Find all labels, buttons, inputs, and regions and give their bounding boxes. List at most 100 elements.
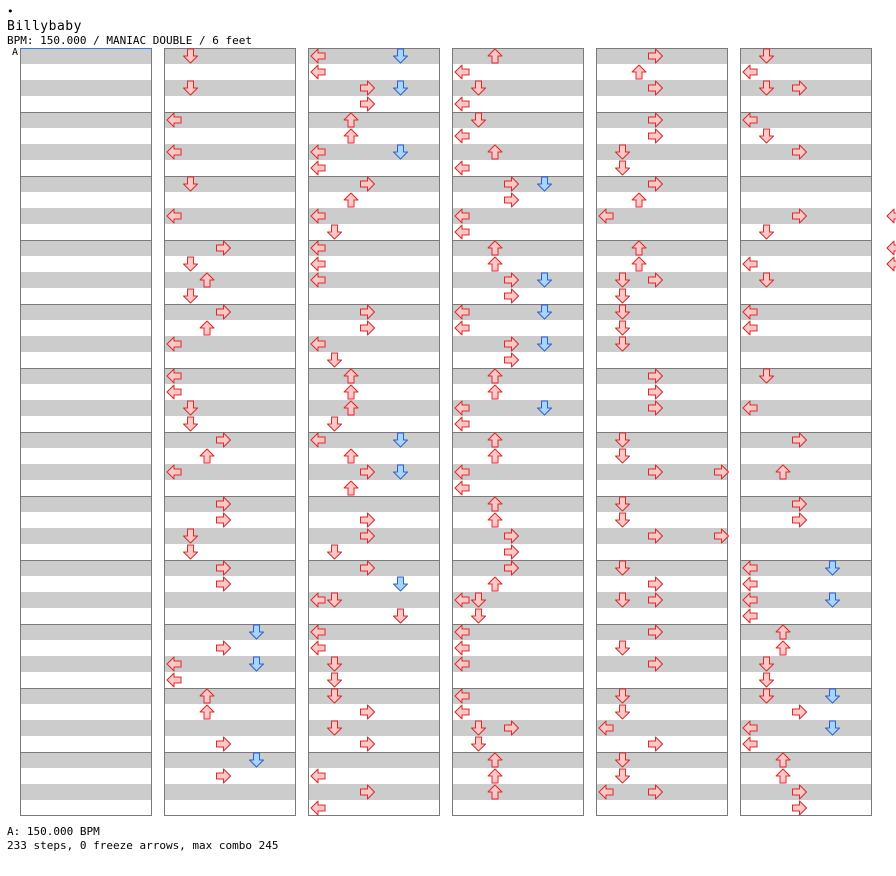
down-arrow-icon <box>537 304 552 320</box>
down-arrow-icon <box>615 560 630 576</box>
up-arrow-icon <box>775 768 791 784</box>
beat-band <box>20 432 152 448</box>
down-arrow-icon <box>327 672 342 688</box>
up-arrow-icon <box>487 576 503 592</box>
right-arrow-icon <box>504 528 519 544</box>
up-arrow-icon <box>487 240 503 256</box>
beat-band <box>740 656 872 672</box>
beat-band <box>164 400 296 416</box>
beat-band <box>740 720 872 736</box>
beat-band <box>308 144 440 160</box>
right-arrow-icon <box>648 368 663 384</box>
down-arrow-icon <box>183 176 198 192</box>
right-arrow-icon <box>504 544 519 560</box>
beat-band <box>308 688 440 704</box>
right-arrow-icon <box>792 512 807 528</box>
beat-band <box>452 304 584 320</box>
down-arrow-icon <box>825 560 840 576</box>
down-arrow-icon <box>327 656 342 672</box>
down-arrow-icon <box>759 368 774 384</box>
down-arrow-icon <box>393 48 408 64</box>
right-arrow-icon <box>360 96 375 112</box>
down-arrow-icon <box>615 640 630 656</box>
right-arrow-icon <box>792 496 807 512</box>
beat-band <box>164 656 296 672</box>
left-arrow-icon <box>454 704 470 720</box>
right-arrow-icon <box>504 192 519 208</box>
left-arrow-icon <box>310 640 326 656</box>
right-arrow-icon <box>360 512 375 528</box>
left-arrow-icon <box>454 304 470 320</box>
beat-band <box>20 688 152 704</box>
beat-band <box>596 560 728 576</box>
up-arrow-icon <box>487 432 503 448</box>
left-arrow-icon <box>310 48 326 64</box>
down-arrow-icon <box>759 224 774 240</box>
down-arrow-icon <box>759 672 774 688</box>
down-arrow-icon <box>759 656 774 672</box>
beat-band <box>164 784 296 800</box>
left-arrow-icon <box>454 400 470 416</box>
beat-band <box>740 560 872 576</box>
left-arrow-icon <box>454 320 470 336</box>
beat-band <box>740 592 872 608</box>
right-arrow-icon <box>216 496 231 512</box>
beat-band <box>164 176 296 192</box>
right-arrow-icon <box>648 384 663 400</box>
down-arrow-icon <box>759 688 774 704</box>
right-arrow-icon <box>360 320 375 336</box>
beat-band <box>164 688 296 704</box>
left-arrow-icon <box>742 256 758 272</box>
left-arrow-icon <box>166 112 182 128</box>
left-arrow-icon <box>310 64 326 80</box>
beat-band <box>20 176 152 192</box>
down-arrow-icon <box>183 544 198 560</box>
left-arrow-icon <box>742 320 758 336</box>
beat-band <box>452 80 584 96</box>
beat-band <box>164 144 296 160</box>
right-arrow-icon <box>216 560 231 576</box>
right-arrow-icon <box>360 784 375 800</box>
beat-band <box>740 176 872 192</box>
left-arrow-icon <box>166 384 182 400</box>
up-arrow-icon <box>487 752 503 768</box>
step-summary: 233 steps, 0 freeze arrows, max combo 24… <box>7 839 279 852</box>
beat-band <box>308 720 440 736</box>
beat-band <box>596 432 728 448</box>
left-arrow-icon <box>454 688 470 704</box>
right-arrow-icon <box>360 528 375 544</box>
right-arrow-icon <box>648 736 663 752</box>
left-arrow-icon <box>742 608 758 624</box>
beat-band <box>740 464 872 480</box>
up-arrow-icon <box>199 448 215 464</box>
left-arrow-icon <box>454 416 470 432</box>
right-arrow-icon <box>216 304 231 320</box>
beat-band <box>20 336 152 352</box>
beat-band <box>596 144 728 160</box>
beat-band <box>20 752 152 768</box>
right-arrow-icon <box>360 304 375 320</box>
left-arrow-icon <box>310 768 326 784</box>
beat-band <box>20 624 152 640</box>
right-arrow-icon <box>792 800 807 816</box>
beat-band <box>164 592 296 608</box>
header-dot: • <box>7 5 14 18</box>
down-arrow-icon <box>615 688 630 704</box>
down-arrow-icon <box>825 592 840 608</box>
right-arrow-icon <box>216 432 231 448</box>
left-arrow-icon <box>742 560 758 576</box>
beat-band <box>20 112 152 128</box>
right-arrow-icon <box>648 128 663 144</box>
up-arrow-icon <box>199 704 215 720</box>
down-arrow-icon <box>537 272 552 288</box>
right-arrow-icon <box>360 176 375 192</box>
up-arrow-icon <box>631 192 647 208</box>
beat-band <box>164 336 296 352</box>
up-arrow-icon <box>487 768 503 784</box>
beat-band <box>452 464 584 480</box>
beat-band <box>164 112 296 128</box>
beat-band <box>596 208 728 224</box>
chart-column <box>740 48 872 816</box>
up-arrow-icon <box>775 624 791 640</box>
right-arrow-icon <box>216 768 231 784</box>
